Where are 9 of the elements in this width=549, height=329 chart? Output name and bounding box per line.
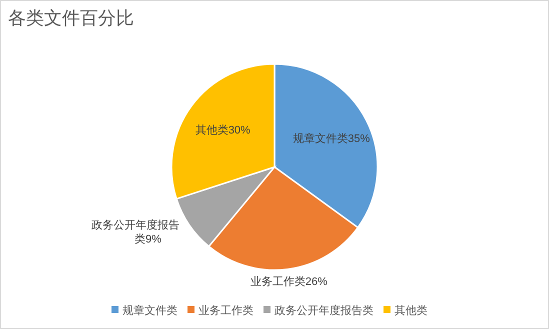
legend-label: 其他类 bbox=[394, 304, 428, 317]
legend-label: 业务工作类 bbox=[198, 304, 254, 317]
data-label: 规章文件类35% bbox=[292, 132, 370, 146]
data-label: 业务工作类26% bbox=[250, 275, 328, 288]
legend-label: 规章文件类 bbox=[122, 304, 178, 317]
chart-title: 各类文件百分比 bbox=[8, 8, 134, 28]
data-label: 其他类30% bbox=[195, 123, 251, 136]
data-label: 政务公开年度报告类9% bbox=[91, 218, 180, 246]
legend-label: 政务公开年度报告类 bbox=[274, 304, 374, 317]
